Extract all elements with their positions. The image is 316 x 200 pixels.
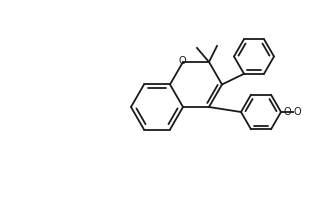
Text: O: O: [294, 107, 302, 117]
Text: O: O: [284, 107, 292, 117]
Text: O: O: [178, 56, 186, 66]
